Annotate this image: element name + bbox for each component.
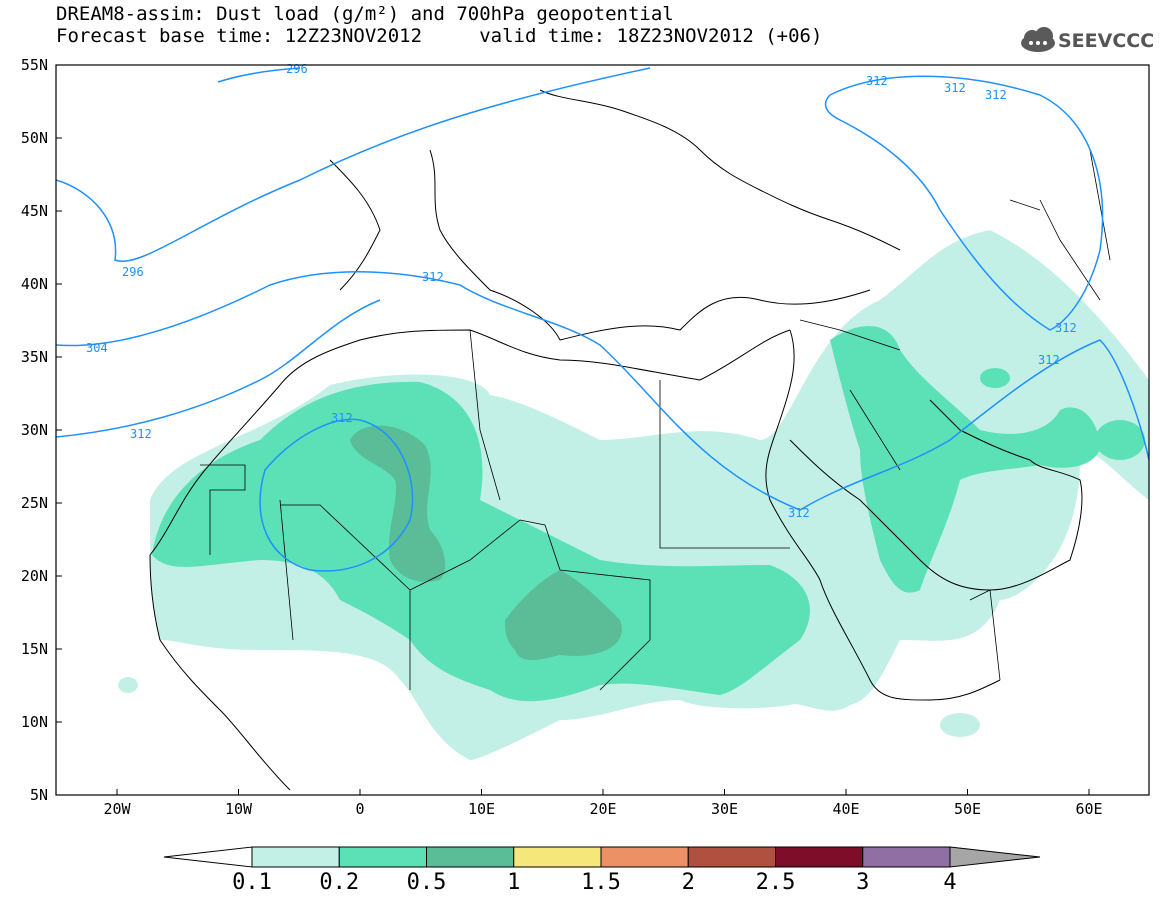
lon-label: 20W	[103, 800, 131, 818]
contour-label: 312	[1038, 353, 1060, 367]
map-subtitle: Forecast base time: 12Z23NOV2012 valid t…	[56, 25, 823, 47]
colorbar	[163, 846, 1041, 868]
lat-label: 35N	[20, 348, 48, 366]
contour-label: 312	[788, 506, 810, 520]
cloud-icon	[1021, 27, 1055, 52]
contour-label: 312	[130, 427, 152, 441]
contour-label: 304	[86, 341, 108, 355]
colorbar-box	[513, 846, 602, 868]
lon-label: 60E	[1075, 800, 1103, 818]
contour-label: 296	[286, 62, 308, 76]
contour-label: 312	[331, 411, 353, 425]
colorbar-box	[600, 846, 689, 868]
lat-label: 45N	[20, 202, 48, 220]
colorbar-box	[862, 846, 951, 868]
colorbar-tick-label: 0.5	[406, 870, 447, 895]
lat-label: 15N	[20, 640, 48, 658]
colorbar-box	[426, 846, 515, 868]
colorbar-tick-label: 2	[681, 870, 695, 895]
contour-label: 312	[944, 81, 966, 95]
colorbar-box	[251, 846, 340, 868]
dust-layer-0.2	[152, 326, 1145, 702]
colorbar-tick-label: 0.2	[319, 870, 360, 895]
logo-text: SEEVCCC	[1058, 30, 1155, 52]
dust-layer-0.5	[350, 425, 622, 660]
lon-label: 20E	[589, 800, 617, 818]
lat-label: 25N	[20, 494, 48, 512]
lat-label: 20N	[20, 567, 48, 585]
lon-label: 30E	[710, 800, 739, 818]
lat-label: 30N	[20, 421, 48, 439]
lat-label: 10N	[20, 713, 48, 731]
borders	[200, 149, 1111, 691]
lon-label: 10W	[224, 800, 253, 818]
colorbar-tick-label: 1	[507, 870, 521, 895]
colorbar-tick-label: 0.1	[232, 870, 272, 895]
colorbar-under-arrow	[163, 846, 253, 868]
lon-label: 50E	[953, 800, 982, 818]
colorbar-tick-label: 3	[856, 870, 870, 895]
map-title: DREAM8-assim: Dust load (g/m²) and 700hP…	[56, 3, 674, 25]
contour-label: 296	[122, 265, 144, 279]
contour-labels: 296 296 304 312 312 312 312 312 312 312 …	[86, 62, 1077, 520]
geopotential-contours	[55, 67, 1150, 572]
coastlines	[149, 89, 1083, 791]
lat-label: 55N	[20, 56, 48, 74]
colorbar-over-arrow	[949, 846, 1041, 868]
colorbar-box	[338, 846, 427, 868]
lon-label: 10E	[467, 800, 496, 818]
colorbar-box	[687, 846, 776, 868]
colorbar-tick-label: 2.5	[755, 870, 796, 895]
contour-label: 312	[866, 74, 888, 88]
contour-label: 312	[422, 270, 444, 284]
lon-label: 0	[355, 800, 365, 818]
colorbar-box	[775, 846, 864, 868]
contour-label: 312	[1055, 321, 1077, 335]
lon-label: 40E	[832, 800, 860, 818]
lat-label: 50N	[20, 129, 48, 147]
colorbar-tick-label: 1.5	[581, 870, 621, 895]
lat-label: 40N	[20, 275, 48, 293]
colorbar-tick-label: 4	[943, 870, 957, 895]
contour-label: 312	[985, 88, 1007, 102]
lat-label: 5N	[29, 786, 48, 804]
